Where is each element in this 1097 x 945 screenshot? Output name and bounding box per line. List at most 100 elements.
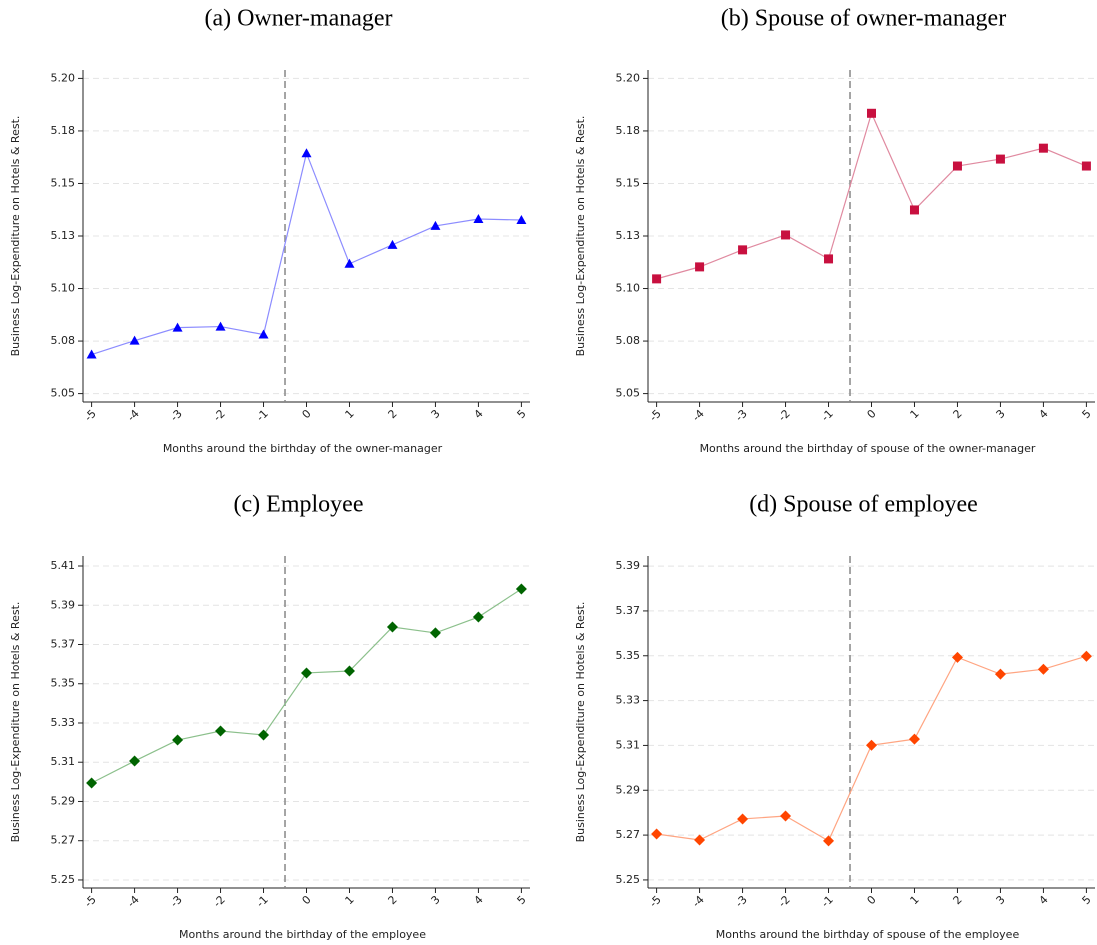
y-tick-label: 5.39 — [51, 598, 76, 611]
y-tick-label: 5.10 — [51, 282, 76, 295]
marker — [781, 230, 791, 240]
marker — [651, 828, 663, 840]
x-tick-label: 5 — [1080, 893, 1094, 907]
marker — [258, 729, 270, 741]
panel: (a) Owner-manager Months around the birth… — [9, 6, 530, 455]
x-tick-label: 0 — [865, 407, 879, 421]
marker — [258, 329, 269, 339]
x-tick-label: 1 — [908, 407, 922, 421]
y-tick-label: 5.18 — [51, 124, 76, 137]
y-tick-label: 5.05 — [616, 387, 641, 400]
marker — [737, 813, 749, 825]
y-axis-label: Business Log-Expenditure on Hotels & Res… — [574, 116, 587, 357]
marker — [515, 583, 527, 595]
x-tick-label: -2 — [211, 893, 228, 910]
x-tick-label: 3 — [994, 893, 1008, 907]
x-tick-label: 1 — [343, 893, 357, 907]
y-tick-label: 5.35 — [51, 677, 76, 690]
marker — [429, 627, 441, 639]
y-tick-label: 5.18 — [616, 124, 641, 137]
x-axis-label: Months around the birthday of the owner-… — [163, 442, 443, 455]
marker — [473, 213, 484, 223]
y-tick-label: 5.37 — [51, 637, 76, 650]
x-tick-label: -3 — [733, 893, 750, 910]
y-tick-label: 5.29 — [51, 794, 76, 807]
panel: (c) Employee Months around the birthday o… — [9, 492, 530, 941]
series-line — [656, 111, 1087, 280]
y-tick-label: 5.25 — [51, 873, 76, 886]
y-axis-label: Business Log-Expenditure on Hotels & Res… — [9, 602, 22, 843]
x-tick-label: 4 — [1037, 893, 1051, 907]
y-tick-label: 5.35 — [616, 649, 641, 662]
marker — [344, 258, 355, 268]
y-tick-label: 5.33 — [51, 716, 76, 729]
x-tick-label: 0 — [865, 893, 879, 907]
x-tick-label: -2 — [776, 407, 793, 424]
y-tick-label: 5.33 — [616, 694, 641, 707]
y-tick-label: 5.39 — [616, 559, 641, 572]
x-tick-label: 1 — [343, 407, 357, 421]
x-tick-label: -1 — [819, 893, 836, 910]
x-tick-label: 3 — [994, 407, 1008, 421]
x-tick-label: 0 — [300, 893, 314, 907]
x-tick-label: -3 — [733, 407, 750, 424]
marker — [951, 651, 963, 663]
marker — [343, 665, 355, 677]
x-tick-label: 5 — [515, 893, 529, 907]
x-tick-label: 0 — [300, 407, 314, 421]
marker — [301, 667, 312, 679]
x-tick-label: -1 — [254, 893, 271, 910]
x-axis-label: Months around the birthday of spouse of … — [700, 442, 1036, 455]
y-tick-label: 5.31 — [51, 755, 76, 768]
x-tick-label: 4 — [472, 893, 486, 907]
x-tick-label: -4 — [125, 407, 142, 424]
x-tick-label: -4 — [125, 893, 142, 910]
y-tick-label: 5.08 — [51, 334, 76, 347]
y-tick-label: 5.27 — [616, 828, 641, 841]
marker — [824, 254, 834, 264]
x-tick-label: 5 — [1080, 407, 1094, 421]
x-tick-label: 2 — [386, 407, 400, 421]
marker — [86, 349, 97, 359]
marker — [129, 755, 141, 767]
panel-title: (a) Owner-manager — [204, 6, 392, 32]
marker — [472, 611, 484, 623]
x-tick-label: -4 — [690, 407, 707, 424]
panel-title: (b) Spouse of owner-manager — [721, 6, 1006, 32]
marker — [695, 262, 705, 272]
marker — [867, 108, 876, 118]
y-tick-label: 5.05 — [51, 387, 76, 400]
x-tick-label: 5 — [515, 407, 529, 421]
series-line — [91, 588, 522, 784]
marker — [909, 205, 919, 215]
marker — [172, 734, 184, 746]
y-tick-label: 5.37 — [616, 604, 641, 617]
y-tick-label: 5.20 — [616, 71, 641, 84]
marker — [1080, 650, 1092, 662]
y-tick-label: 5.25 — [616, 873, 641, 886]
marker — [780, 810, 792, 822]
marker — [908, 733, 920, 745]
y-axis-label: Business Log-Expenditure on Hotels & Res… — [574, 602, 587, 843]
panel-title: (d) Spouse of employee — [749, 492, 978, 518]
marker — [823, 835, 835, 847]
marker — [1038, 143, 1048, 153]
x-tick-label: -3 — [168, 893, 185, 910]
x-tick-label: -5 — [82, 893, 99, 910]
marker — [1081, 161, 1091, 171]
y-tick-label: 5.13 — [51, 229, 76, 242]
y-tick-label: 5.15 — [51, 176, 76, 189]
marker — [1037, 663, 1049, 675]
marker — [386, 621, 398, 633]
x-tick-label: 3 — [429, 407, 443, 421]
marker — [129, 335, 140, 345]
x-tick-label: -5 — [647, 407, 664, 424]
y-tick-label: 5.13 — [616, 229, 641, 242]
marker — [215, 321, 226, 331]
x-tick-label: 4 — [472, 407, 486, 421]
y-tick-label: 5.15 — [616, 176, 641, 189]
marker — [652, 274, 662, 284]
x-tick-label: 3 — [429, 893, 443, 907]
y-tick-label: 5.29 — [616, 783, 641, 796]
